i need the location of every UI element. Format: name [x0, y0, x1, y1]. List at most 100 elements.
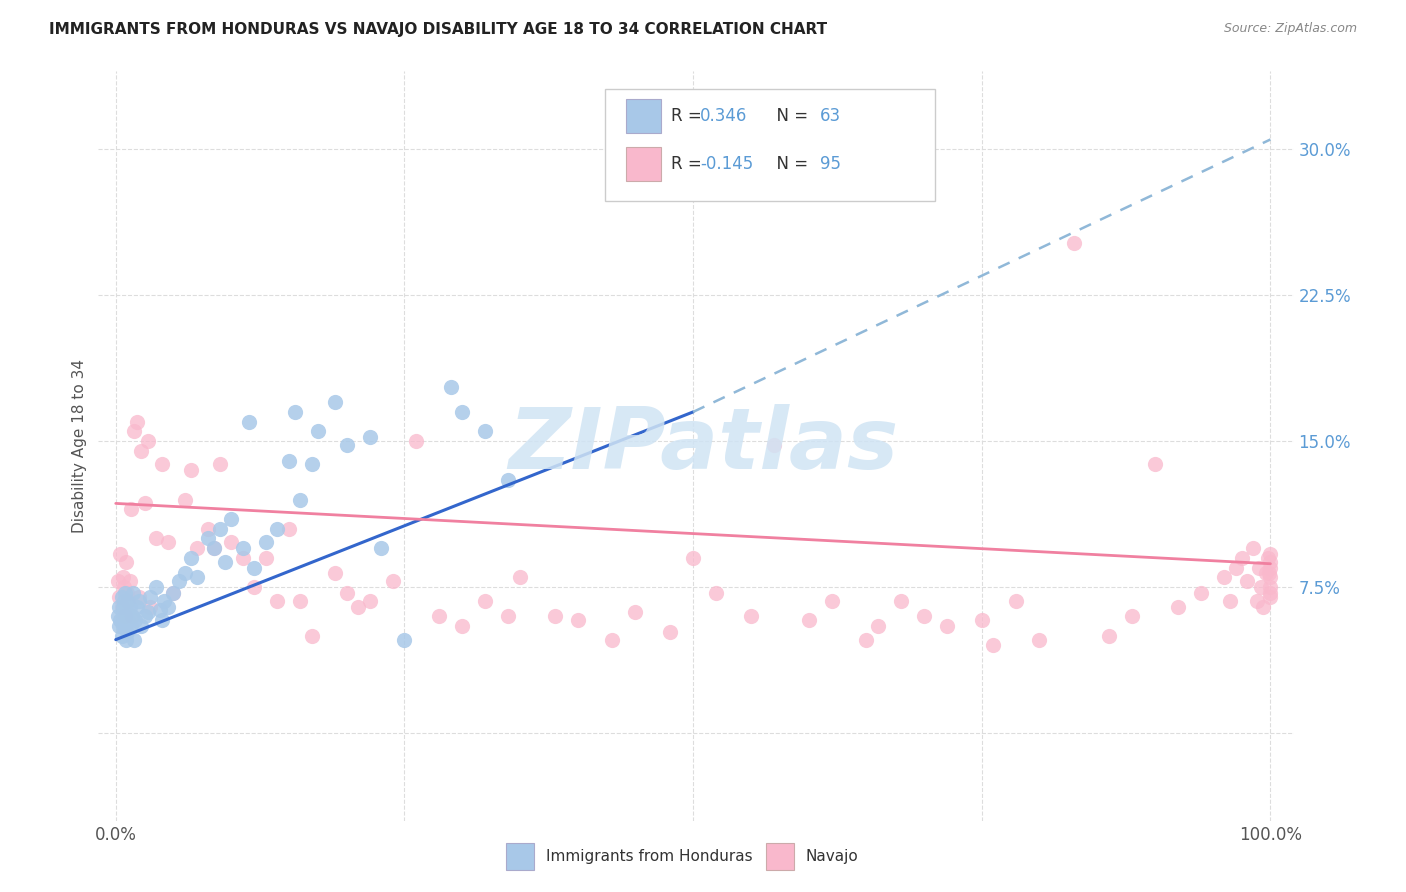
Point — [107, 609, 129, 624]
Point — [128, 590, 150, 604]
Point — [110, 599, 132, 614]
Point — [820, 593, 842, 607]
Text: Source: ZipAtlas.com: Source: ZipAtlas.com — [1223, 22, 1357, 36]
Point — [855, 632, 877, 647]
Point — [659, 624, 682, 639]
Point — [1250, 580, 1272, 594]
Point — [1254, 566, 1277, 581]
Point — [139, 599, 162, 614]
Point — [208, 522, 231, 536]
Point — [1258, 566, 1281, 581]
Point — [1247, 560, 1270, 574]
Point — [115, 606, 138, 620]
Point — [624, 606, 647, 620]
Point — [498, 473, 520, 487]
Text: 95: 95 — [820, 155, 841, 173]
Point — [114, 619, 136, 633]
Point — [1260, 570, 1282, 584]
Point — [111, 599, 134, 614]
Point — [1260, 547, 1282, 561]
Point — [347, 599, 370, 614]
Point — [1213, 570, 1236, 584]
Point — [254, 550, 277, 565]
Text: Immigrants from Honduras: Immigrants from Honduras — [546, 849, 752, 863]
Point — [124, 613, 146, 627]
Point — [115, 632, 138, 647]
Point — [162, 586, 184, 600]
Text: IMMIGRANTS FROM HONDURAS VS NAVAJO DISABILITY AGE 18 TO 34 CORRELATION CHART: IMMIGRANTS FROM HONDURAS VS NAVAJO DISAB… — [49, 22, 827, 37]
Point — [120, 502, 142, 516]
Point — [110, 590, 132, 604]
Y-axis label: Disability Age 18 to 34: Disability Age 18 to 34 — [72, 359, 87, 533]
Point — [208, 458, 231, 472]
Point — [762, 438, 785, 452]
Point — [150, 458, 173, 472]
Point — [180, 463, 202, 477]
Point — [427, 609, 450, 624]
Point — [134, 496, 156, 510]
Point — [1241, 541, 1264, 556]
Point — [121, 609, 143, 624]
Point — [162, 586, 184, 600]
Point — [118, 599, 141, 614]
Point — [254, 535, 277, 549]
Point — [323, 566, 346, 581]
Point — [232, 550, 254, 565]
Point — [122, 632, 145, 647]
Point — [866, 619, 889, 633]
Point — [1098, 629, 1121, 643]
Point — [115, 555, 138, 569]
Point — [117, 613, 139, 627]
Point — [405, 434, 427, 449]
Point — [174, 566, 197, 581]
Point — [381, 574, 404, 589]
Point — [359, 430, 381, 444]
Point — [1260, 590, 1282, 604]
Text: 0.346: 0.346 — [700, 107, 748, 125]
Point — [278, 453, 301, 467]
Point — [112, 609, 135, 624]
Point — [307, 425, 329, 439]
Point — [186, 541, 208, 556]
Point — [107, 574, 129, 589]
Point — [370, 541, 392, 556]
Point — [202, 541, 225, 556]
Point — [156, 599, 179, 614]
Point — [243, 580, 266, 594]
Point — [336, 586, 359, 600]
Point — [359, 593, 381, 607]
Point — [284, 405, 307, 419]
Point — [498, 609, 520, 624]
Point — [567, 613, 589, 627]
Point — [145, 580, 167, 594]
Point — [112, 593, 135, 607]
Text: R =: R = — [671, 107, 707, 125]
Point — [266, 522, 288, 536]
Point — [912, 609, 935, 624]
Point — [117, 593, 139, 607]
Point — [139, 590, 162, 604]
Point — [125, 599, 148, 614]
Point — [394, 632, 416, 647]
Point — [1143, 458, 1166, 472]
Text: Navajo: Navajo — [806, 849, 859, 863]
Point — [197, 532, 219, 546]
Text: 63: 63 — [820, 107, 841, 125]
Point — [136, 606, 159, 620]
Point — [1236, 574, 1258, 589]
Point — [1257, 550, 1279, 565]
Point — [136, 434, 159, 449]
Point — [1121, 609, 1143, 624]
Point — [981, 639, 1004, 653]
Point — [114, 609, 136, 624]
Point — [122, 586, 145, 600]
Point — [936, 619, 959, 633]
Point — [122, 425, 145, 439]
Point — [301, 629, 323, 643]
Point — [125, 415, 148, 429]
Point — [1167, 599, 1189, 614]
Text: N =: N = — [766, 155, 814, 173]
Point — [238, 415, 260, 429]
Point — [214, 555, 236, 569]
Point — [232, 541, 254, 556]
